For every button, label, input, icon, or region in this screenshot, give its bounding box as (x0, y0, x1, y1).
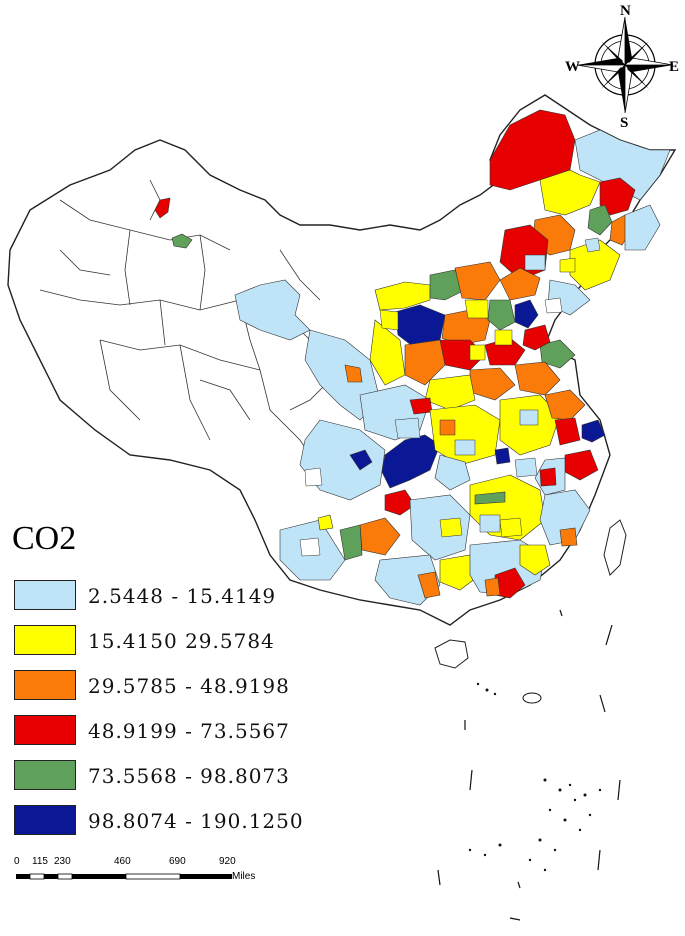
scale-bar: 0 115 230 460 690 920 Miles (14, 856, 314, 896)
legend-range-label: 48.9199 - 73.5567 (88, 719, 290, 743)
region-blue-qinghai (234, 279, 311, 341)
scale-tick-3: 460 (114, 856, 131, 867)
scale-tick-5: 920 (219, 856, 236, 867)
scale-tick-2: 230 (54, 856, 71, 867)
region-orange-fujian (559, 527, 578, 547)
region-navy-shanghai (581, 419, 606, 443)
region-red-shandong (522, 324, 551, 351)
legend-swatch (14, 805, 76, 835)
minor-regions (299, 237, 601, 557)
region-red-northeast-large (489, 109, 576, 191)
region-yellow-guangdong (519, 544, 551, 576)
legend-range-label: 98.8074 - 190.1250 (88, 809, 304, 833)
region-orange-shandong (514, 361, 561, 396)
region-blue-jilin (624, 204, 661, 251)
island-ellipse (522, 692, 542, 704)
compass-west-label: W (565, 59, 580, 75)
legend-swatch (14, 715, 76, 745)
region-navy-beijing (514, 299, 539, 329)
region-red-anhui-small (539, 467, 557, 487)
region-orange-north (454, 261, 501, 301)
region-yellow-henan2 (424, 374, 476, 411)
scale-tick-1: 115 (32, 856, 48, 867)
south-china-sea-marks (437, 609, 621, 921)
region-green-northeast (587, 204, 613, 236)
island-dots (468, 682, 602, 872)
legend-title: CO2 (12, 520, 77, 557)
region-red-xinjiang (154, 197, 171, 219)
compass-south-label: S (620, 115, 628, 131)
scale-tick-4: 690 (169, 856, 186, 867)
region-navy-sichuan-small (349, 449, 373, 471)
region-orange-guangxi (417, 571, 441, 599)
region-red-guizhou (384, 489, 416, 516)
region-red-shaanxi (409, 397, 433, 415)
legend-swatch (14, 580, 76, 610)
region-orange-jiangsu (544, 389, 586, 421)
legend-swatch (14, 625, 76, 655)
region-red-jiangsu2 (554, 417, 581, 446)
region-red-northeast-small (599, 177, 636, 216)
region-yellow-yunnan-small (317, 514, 334, 531)
compass-north-label: N (620, 3, 631, 19)
region-navy-wuhan (494, 447, 511, 465)
region-green-guizhou (339, 524, 363, 561)
region-green-north (429, 269, 466, 301)
taiwan-island (603, 519, 627, 576)
legend-swatch (14, 760, 76, 790)
region-orange-north2 (499, 267, 541, 301)
region-orange-guangdong (484, 577, 501, 597)
region-blue-northeast (574, 129, 671, 201)
compass-rose: N S E W (565, 3, 679, 131)
region-yellow-henan (369, 319, 406, 386)
legend-swatch (14, 670, 76, 700)
scale-unit: Miles (232, 871, 256, 882)
legend-range-label: 29.5785 - 48.9198 (88, 674, 290, 698)
compass-east-label: E (669, 59, 679, 75)
region-blue-hunan (409, 494, 471, 561)
region-green-xinjiang (171, 233, 193, 249)
region-green-hebei (487, 299, 516, 331)
legend-range-label: 15.4150 29.5784 (88, 629, 275, 653)
region-yellow-northeast (539, 169, 601, 216)
region-navy-chongqing (381, 434, 441, 489)
region-green-jiangxi (474, 491, 506, 505)
legend-range-label: 2.5448 - 15.4149 (88, 584, 277, 608)
region-orange-gansu (344, 364, 363, 383)
region-blue-hubei (434, 454, 471, 491)
region-orange-shanxi (404, 339, 446, 386)
hainan-island (434, 639, 469, 669)
legend-range-label: 73.5568 - 98.8073 (88, 764, 290, 788)
region-green-shandong (539, 339, 576, 369)
region-yellow-liaoning (569, 239, 621, 291)
scale-tick-0: 0 (14, 856, 20, 867)
